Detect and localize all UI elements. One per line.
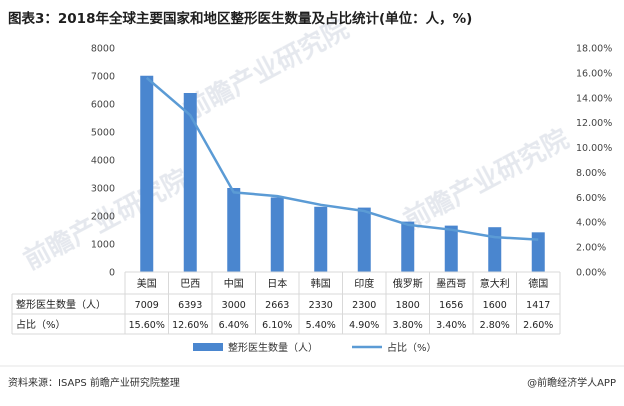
left-tick-label: 3000 — [91, 184, 115, 195]
left-tick-label: 2000 — [91, 212, 115, 223]
footer-brand: @前瞻经济学人APP — [527, 376, 616, 389]
chart-title: 图表3：2018年全球主要国家和地区整形医生数量及占比统计(单位：人，%) — [8, 10, 472, 27]
left-axis: 0 1000 2000 3000 4000 5000 6000 7000 8000 — [91, 44, 115, 279]
left-tick-label: 0 — [109, 268, 115, 279]
table-cell: 2330 — [309, 300, 333, 311]
legend-bar-label: 整形医生数量（人） — [228, 341, 318, 354]
category-label: 墨西哥 — [436, 278, 466, 290]
category-label: 日本 — [267, 277, 287, 290]
bar — [271, 197, 284, 272]
category-label: 德国 — [528, 277, 548, 290]
table-cell: 2663 — [265, 300, 289, 311]
table-cell: 1600 — [483, 300, 507, 311]
table-cell: 1656 — [439, 300, 463, 311]
bar — [401, 222, 414, 272]
category-label: 意大利 — [480, 277, 510, 290]
legend: 整形医生数量（人） 占比（%） — [193, 341, 437, 354]
legend-line-label: 占比（%） — [387, 341, 437, 354]
left-tick-label: 7000 — [91, 72, 115, 83]
table-cell: 1417 — [526, 300, 550, 311]
right-axis: 0.00% 2.00% 4.00% 6.00% 8.00% 10.00% 12.00% 14.… — [576, 44, 612, 279]
table-cell: 6.10% — [262, 320, 292, 331]
table-cell: 2300 — [352, 300, 376, 311]
left-tick-label: 8000 — [91, 44, 115, 55]
right-tick-label: 8.00% — [576, 168, 606, 179]
table-cell: 3.80% — [393, 320, 423, 331]
table-cell: 7009 — [135, 300, 159, 311]
category-label: 中国 — [224, 277, 244, 290]
table-cell: 4.90% — [349, 320, 379, 331]
table-row-header: 整形医生数量（人） — [16, 298, 106, 311]
legend-bar-swatch — [193, 343, 223, 351]
table-cell: 15.60% — [129, 320, 165, 331]
table-cell: 1800 — [396, 300, 420, 311]
category-label: 印度 — [354, 277, 374, 290]
left-tick-label: 5000 — [91, 128, 115, 139]
table-row-header: 占比（%） — [16, 318, 66, 331]
watermark-text-1: 前瞻产业研究院 — [179, 13, 354, 126]
table-cell: 2.80% — [480, 320, 510, 331]
bar — [445, 226, 458, 272]
right-tick-label: 10.00% — [576, 143, 612, 154]
table-cell: 6393 — [178, 300, 202, 311]
right-tick-label: 4.00% — [576, 218, 606, 229]
table-cell: 6.40% — [219, 320, 249, 331]
right-tick-label: 18.00% — [576, 44, 612, 55]
bar — [140, 76, 153, 272]
right-tick-label: 14.00% — [576, 93, 612, 104]
table-cell: 5.40% — [306, 320, 336, 331]
bar — [488, 227, 501, 272]
table-cell: 12.60% — [172, 320, 208, 331]
right-tick-label: 0.00% — [576, 268, 606, 279]
category-label: 俄罗斯 — [393, 277, 423, 290]
bar — [358, 208, 371, 272]
category-label: 巴西 — [180, 278, 200, 290]
table-cell: 3000 — [222, 300, 246, 311]
right-tick-label: 16.00% — [576, 68, 612, 79]
right-tick-label: 2.00% — [576, 243, 606, 254]
bar — [227, 188, 240, 272]
category-label: 韩国 — [311, 277, 331, 290]
left-tick-label: 1000 — [91, 240, 115, 251]
bar — [314, 207, 327, 272]
table-cell: 2.60% — [523, 320, 553, 331]
left-tick-label: 6000 — [91, 100, 115, 111]
left-tick-label: 4000 — [91, 156, 115, 167]
watermark-text-3: 前瞻产业研究院 — [399, 123, 574, 236]
right-tick-label: 12.00% — [576, 118, 612, 129]
right-tick-label: 6.00% — [576, 193, 606, 204]
footer-source: 资料来源：ISAPS 前瞻产业研究院整理 — [8, 376, 180, 389]
bar — [184, 93, 197, 272]
category-label: 美国 — [137, 277, 157, 290]
table-cell: 3.40% — [436, 320, 466, 331]
